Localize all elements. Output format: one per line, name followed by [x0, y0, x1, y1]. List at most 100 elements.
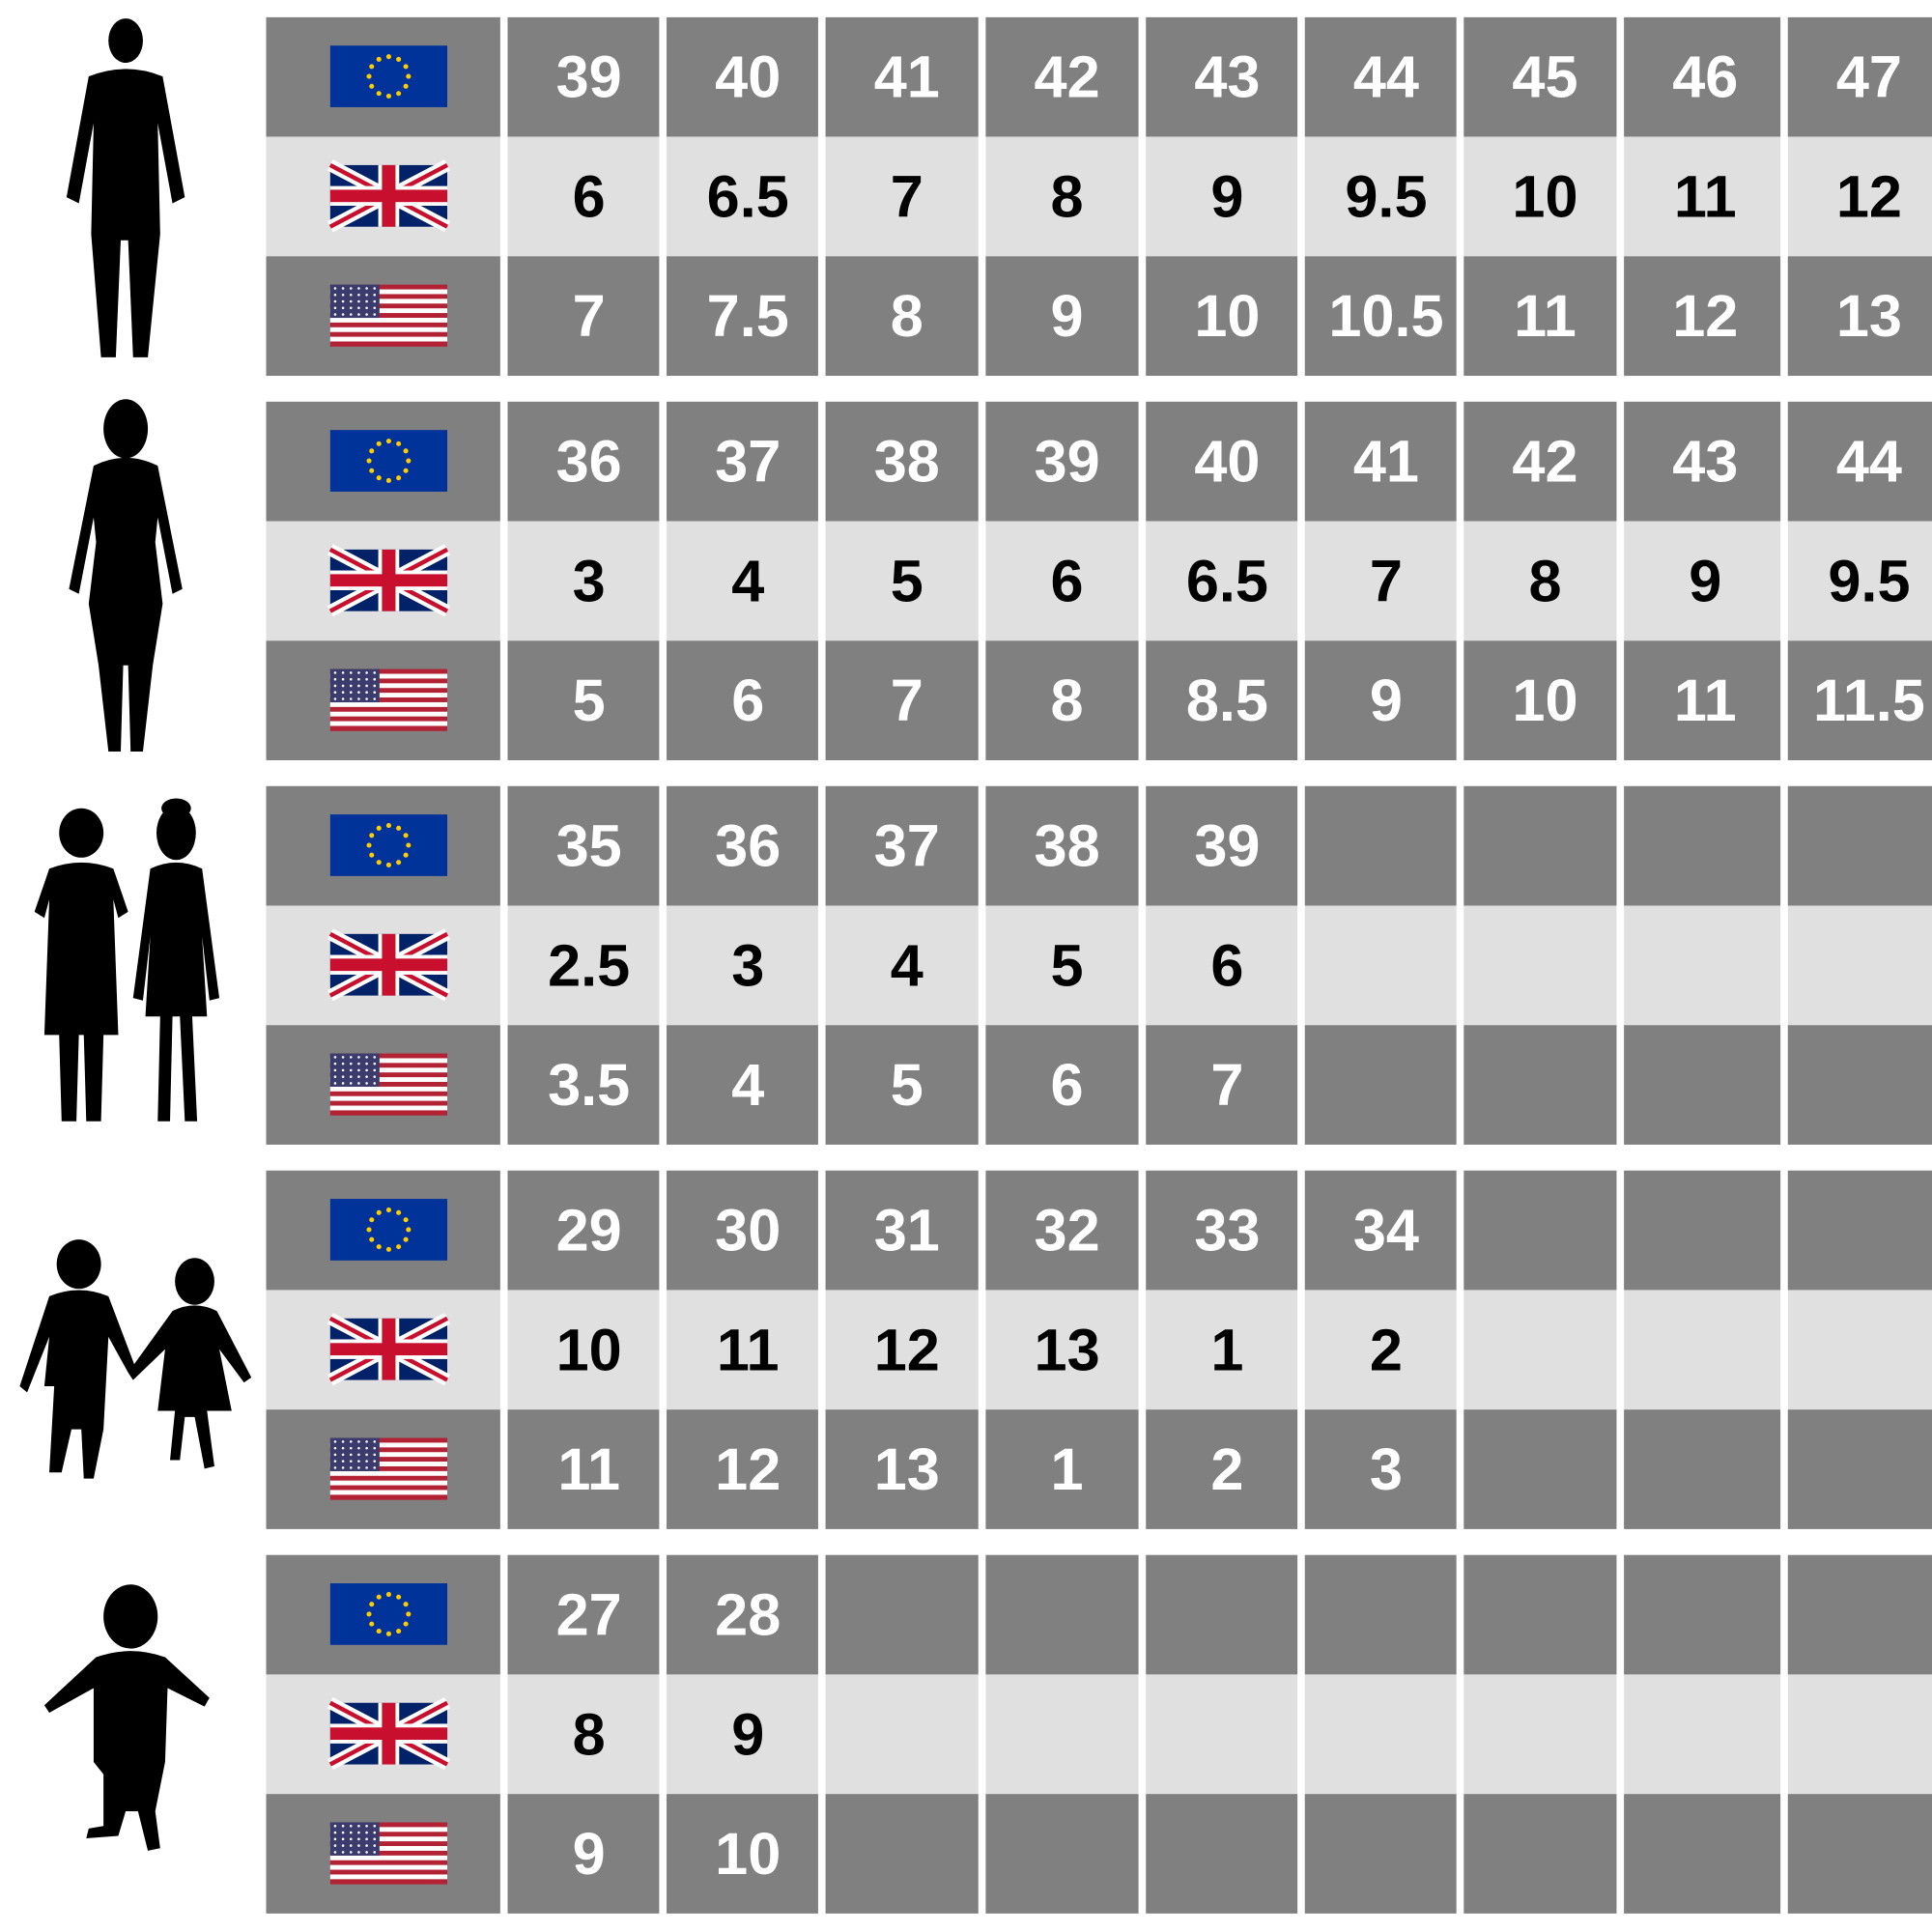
size-cell	[667, 1409, 818, 1529]
size-value: 7	[891, 163, 923, 229]
size-value: 7	[1370, 548, 1403, 613]
size-cell	[1146, 1290, 1298, 1410]
size-value: 36	[556, 429, 622, 495]
size-value: 35	[556, 813, 622, 879]
size-cell	[1304, 640, 1457, 760]
size-cell	[1463, 1290, 1617, 1410]
size-value: 41	[874, 44, 940, 110]
size-cell	[507, 1025, 660, 1145]
size-cell	[1787, 401, 1932, 522]
size-value: 11	[1514, 283, 1577, 349]
size-cell	[985, 1554, 1139, 1675]
size-value: 47	[1836, 44, 1902, 110]
size-value: 1	[1051, 1436, 1084, 1502]
size-value: 8	[1051, 163, 1084, 229]
flag-uk	[330, 934, 447, 996]
size-value: 37	[715, 429, 781, 495]
size-value: 39	[556, 44, 622, 110]
size-cell	[985, 136, 1139, 257]
size-value: 42	[1035, 44, 1100, 110]
size-cell	[507, 256, 660, 377]
size-value: 43	[1194, 44, 1260, 110]
size-value: 7	[1210, 1052, 1243, 1118]
size-table: 39 40 41 42 43 44 45 46 476 6.5 7 8 9 9.5 10 11 127 7.5 8 9…	[266, 16, 1932, 1914]
size-cell	[1624, 136, 1781, 257]
flag-eu	[329, 1583, 448, 1645]
size-cell	[1787, 1409, 1932, 1529]
size-value: 7	[573, 283, 606, 349]
size-cell	[507, 905, 660, 1026]
size-cell	[825, 1170, 979, 1291]
flag-uk	[330, 1319, 447, 1380]
size-cell	[1146, 785, 1298, 906]
size-cell	[825, 1554, 979, 1675]
size-value: 8	[1051, 668, 1084, 733]
size-cell	[1463, 401, 1617, 522]
size-value: 9	[1689, 548, 1721, 613]
size-cell	[1463, 640, 1617, 760]
size-value: 10	[1512, 668, 1577, 733]
size-value: 45	[1512, 44, 1577, 110]
size-cell	[825, 1409, 979, 1529]
size-cell	[507, 1674, 660, 1795]
size-cell	[1463, 521, 1617, 641]
size-cell	[1624, 401, 1781, 522]
size-cell	[985, 521, 1139, 641]
size-cell	[1787, 1674, 1932, 1795]
size-cell	[1304, 1794, 1457, 1914]
size-cell	[1304, 1025, 1457, 1145]
size-cell	[985, 1290, 1139, 1410]
size-cell	[1146, 1409, 1298, 1529]
size-cell	[1787, 136, 1932, 257]
size-cell	[1304, 1674, 1457, 1795]
size-cell	[1624, 1794, 1781, 1914]
size-cell	[825, 1290, 979, 1410]
size-value: 29	[556, 1198, 622, 1264]
size-value: 37	[874, 813, 940, 879]
size-value: 5	[573, 668, 606, 733]
size-value: 8	[891, 283, 923, 349]
size-cell	[1304, 1554, 1457, 1675]
flag-eu	[329, 45, 448, 107]
size-cell	[985, 1674, 1139, 1795]
size-value: 6.5	[707, 163, 789, 229]
size-cell	[825, 401, 979, 522]
flag-us	[329, 1437, 448, 1500]
size-cell	[1787, 256, 1932, 377]
size-value: 13	[1836, 283, 1902, 349]
size-cell	[1146, 16, 1298, 137]
size-value: 13	[1035, 1317, 1100, 1382]
size-value: 11	[557, 1436, 620, 1502]
size-cell	[985, 1025, 1139, 1145]
size-cell	[1146, 1674, 1298, 1795]
size-value: 5	[891, 1052, 923, 1118]
flag-eu	[329, 814, 448, 876]
size-cell	[1624, 256, 1781, 377]
size-cell	[1787, 785, 1932, 906]
size-value: 38	[874, 429, 940, 495]
size-value: 12	[1672, 283, 1738, 349]
size-cell	[825, 256, 979, 377]
size-value: 30	[715, 1198, 781, 1264]
size-cell	[1463, 1025, 1617, 1145]
size-cell	[667, 1554, 818, 1675]
size-value: 33	[1194, 1198, 1260, 1264]
size-value: 36	[715, 813, 781, 879]
size-value: 39	[1194, 813, 1260, 879]
size-cell	[985, 640, 1139, 760]
size-cell	[1787, 905, 1932, 1026]
size-value: 46	[1672, 44, 1738, 110]
size-cell	[825, 640, 979, 760]
size-value: 3	[573, 548, 606, 613]
size-value: 6	[731, 668, 764, 733]
size-cell	[1624, 1554, 1781, 1675]
size-cell	[1787, 16, 1932, 137]
size-value: 44	[1353, 44, 1419, 110]
size-cell	[985, 1170, 1139, 1291]
silhouettes	[19, 18, 252, 1851]
size-cell	[507, 16, 660, 137]
size-value: 2	[1210, 1436, 1243, 1502]
kids-silhouette	[34, 798, 220, 1122]
size-cell	[507, 521, 660, 641]
